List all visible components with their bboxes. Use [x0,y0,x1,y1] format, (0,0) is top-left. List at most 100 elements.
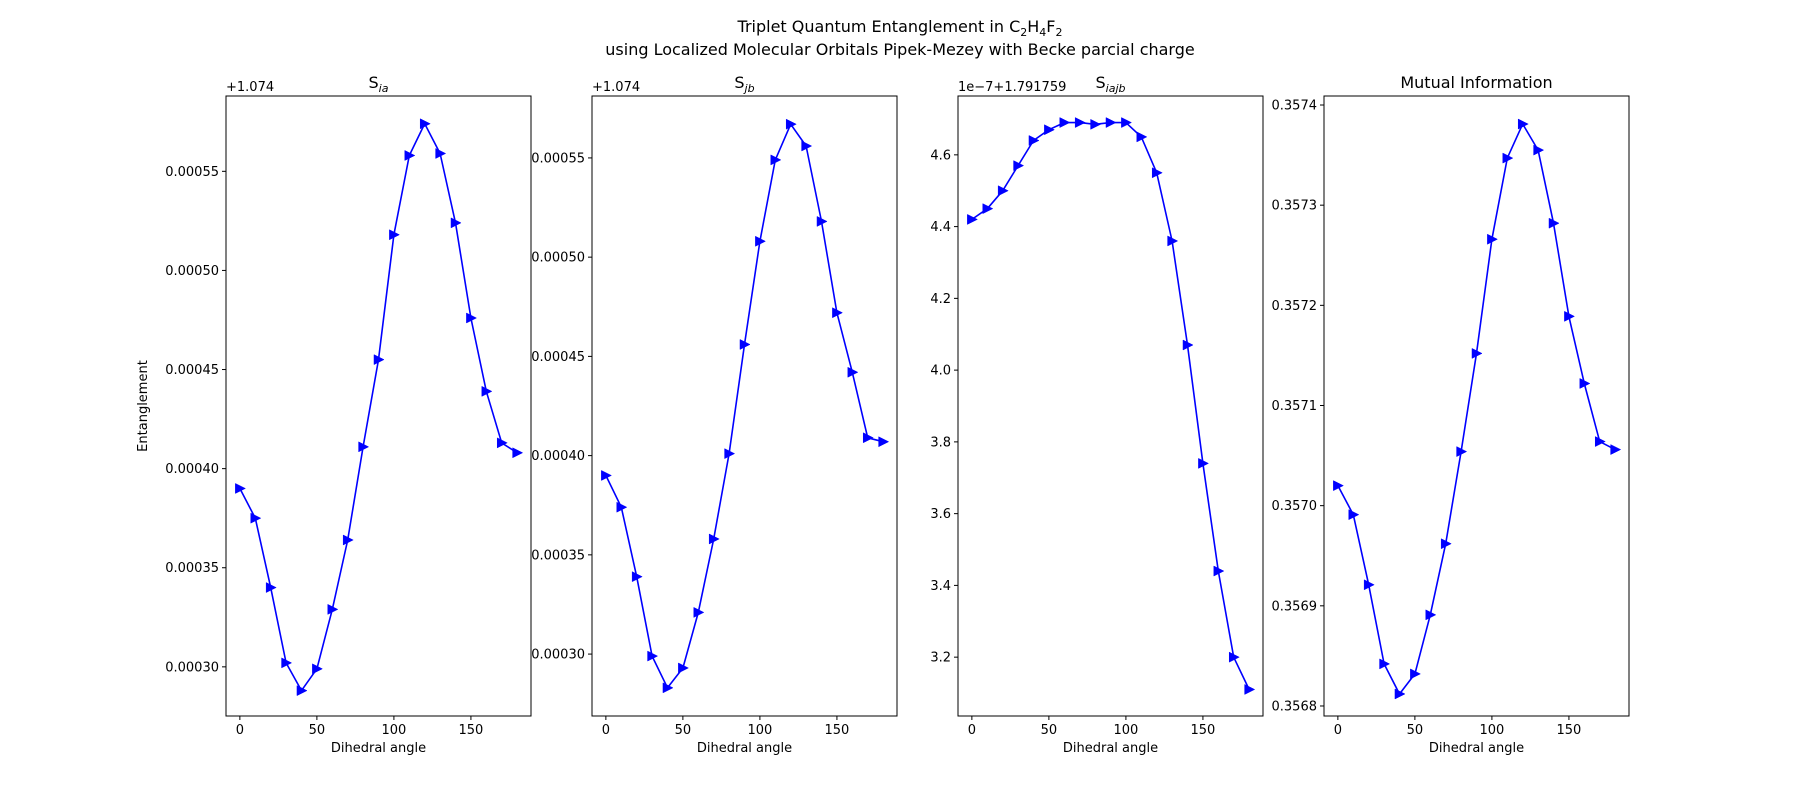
data-point-marker [373,354,385,366]
data-point-marker [997,185,1009,197]
data-point-marker [1090,118,1102,130]
data-point-marker [1028,135,1040,146]
y-tick-label: 4.4 [930,220,951,235]
data-point-marker [967,214,978,225]
data-point-marker [982,203,994,215]
data-point-marker [1548,217,1560,229]
y-tick-label: 0.3573 [1272,199,1318,214]
data-point-marker [265,582,277,593]
x-tick-label: 50 [1041,723,1058,738]
panel-title-main: Mutual Information [1400,73,1552,92]
data-point-marker [693,606,705,618]
panel-title-main: S [1096,73,1106,92]
y-tick-label: 0.00035 [165,561,219,576]
y-tick-label: 0.3574 [1272,99,1318,114]
data-point-marker [1059,117,1071,128]
panel-title-main: S [734,73,744,92]
y-tick-label: 0.00045 [531,350,585,365]
data-point-marker [708,533,720,545]
panel-title-sub: jb [743,82,755,95]
data-point-marker [832,307,843,319]
y-tick-label: 0.00030 [531,648,585,663]
data-point-marker [466,312,477,324]
data-point-marker [647,650,659,662]
data-point-marker [1121,117,1132,128]
x-tick-label: 50 [675,723,692,738]
y-tick-label: 0.00030 [165,660,219,675]
data-point-marker [389,229,400,241]
figure-title-sub-1: 2 [1020,26,1027,39]
data-point-marker [1228,651,1240,663]
data-point-marker [1394,688,1406,700]
figure-subtitle: using Localized Molecular Orbitals Pipek… [605,40,1194,59]
data-point-marker [1182,339,1194,351]
y-tick-label: 0.3571 [1272,399,1318,414]
data-point-marker [724,448,736,460]
y-tick-label: 0.00050 [165,264,219,279]
data-point-marker [1105,117,1117,128]
data-point-marker [616,501,628,513]
data-point-marker [1244,684,1256,695]
x-tick-label: 0 [968,723,976,738]
figure-title-sub-3: 2 [1055,26,1062,39]
data-point-marker [601,470,612,481]
data-point-marker [235,483,246,494]
data-point-marker [678,662,689,674]
data-point-marker [755,235,766,247]
x-tick-label: 150 [1191,723,1216,738]
data-point-marker [358,441,370,453]
chart-panel-1: 0 50 100 150 0.00030 0.00035 0.00040 0.00045 0.0… [136,73,532,756]
data-point-marker [1044,124,1055,136]
axis-offset-label: +1.074 [592,80,640,95]
data-point-marker [662,682,674,694]
data-point-marker [1502,152,1514,164]
x-axis-label: Dihedral angle [697,741,792,756]
panel-title-sub: iajb [1106,82,1126,95]
y-tick-label: 4.6 [930,148,951,163]
data-point-marker [1564,310,1575,322]
x-tick-label: 150 [1557,723,1582,738]
series-line [1337,123,1616,695]
y-tick-label: 4.0 [930,364,951,379]
data-point-marker [1379,658,1391,670]
x-tick-label: 100 [747,723,772,738]
data-point-marker [327,603,339,615]
data-point-marker [801,140,813,152]
data-point-marker [1167,235,1179,247]
data-point-marker [1579,378,1591,389]
y-tick-label: 0.3568 [1272,699,1318,714]
series-line [605,123,884,689]
y-tick-label: 3.4 [930,579,951,594]
figure-title-mid-1: H [1027,17,1039,36]
x-tick-label: 50 [1407,723,1424,738]
data-point-marker [862,432,874,444]
chart-panels: 0 50 100 150 0.00030 0.00035 0.00040 0.00045 0.0… [136,73,1630,756]
data-point-marker [739,339,751,350]
axis-offset-label: 1e−7+1.791759 [958,80,1066,95]
data-point-marker [1533,144,1545,156]
data-point-marker [1471,348,1483,359]
data-point-marker [1410,668,1421,680]
data-point-marker [342,534,354,546]
data-point-marker [770,154,782,166]
y-tick-label: 0.00055 [531,151,585,166]
axis-offset-label: +1.074 [226,80,274,95]
y-tick-label: 0.3569 [1272,599,1318,614]
axes-frame [591,95,898,717]
x-tick-label: 100 [1479,723,1504,738]
data-point-marker [419,118,431,130]
x-tick-label: 0 [1334,723,1342,738]
y-tick-label: 3.2 [930,651,951,666]
x-tick-label: 150 [825,723,850,738]
data-point-marker [1213,565,1225,577]
data-point-marker [496,437,508,449]
data-point-marker [1456,446,1468,457]
series-line [239,122,518,692]
axes-frame [1323,95,1630,717]
data-point-marker [847,366,859,378]
panel-title: Siajb [1096,73,1126,95]
chart-panel-2: 0 50 100 150 0.00030 0.00035 0.00040 0.00045 0.0… [531,73,898,756]
data-point-marker [1610,444,1622,455]
data-point-marker [1425,609,1437,621]
